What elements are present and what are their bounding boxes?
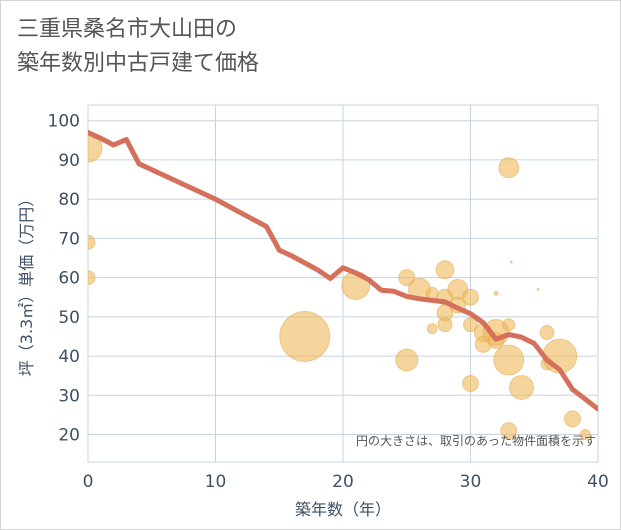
- bubble-point: [579, 429, 591, 441]
- y-tick-label: 100: [48, 112, 80, 132]
- average-price-line: [88, 130, 598, 412]
- x-tick-label: 0: [83, 472, 94, 492]
- bubble-point: [539, 325, 555, 341]
- y-tick-label: 50: [58, 308, 80, 328]
- chart-title-line-1: 三重県桑名市大山田の: [17, 17, 238, 42]
- bubble-point: [564, 410, 581, 428]
- bubble-point: [462, 375, 479, 393]
- y-tick-label: 40: [58, 347, 80, 367]
- bubble-point: [395, 348, 419, 372]
- y-tick-label: 30: [58, 386, 80, 406]
- bubble-point: [500, 422, 518, 440]
- size-legend-note: 円の大きさは、取引のあった物件面積を示す: [356, 433, 596, 448]
- bubble-point: [536, 287, 540, 291]
- bubble-point: [437, 317, 453, 333]
- x-axis-title: 築年数（年）: [295, 500, 391, 519]
- y-axis-title: 坪（3.3㎡）単価（万円）: [17, 191, 36, 376]
- x-tick-labels: 0 10 20 30 40: [83, 472, 609, 492]
- bubble-point: [88, 234, 96, 250]
- bubble-point: [498, 157, 520, 179]
- bubble-point: [426, 323, 438, 335]
- y-tick-label: 20: [58, 426, 80, 446]
- bubble-point: [462, 288, 479, 306]
- y-tick-labels: 20 30 40 50 60 70 80 90 100: [48, 112, 80, 446]
- bubble-point: [435, 260, 455, 280]
- x-tick-label: 40: [587, 472, 609, 492]
- y-tick-label: 70: [58, 229, 80, 249]
- bubble-point: [463, 317, 478, 333]
- y-tick-label: 80: [58, 190, 80, 210]
- bubble-point: [279, 310, 331, 362]
- x-tick-label: 20: [332, 472, 354, 492]
- y-tick-label: 60: [58, 269, 80, 289]
- bubble-point: [509, 374, 534, 400]
- chart-title-line-2: 築年数別中古戸建て価格: [17, 51, 260, 76]
- x-tick-label: 10: [205, 472, 227, 492]
- y-tick-label: 90: [58, 151, 80, 171]
- bubble-point: [502, 318, 516, 332]
- bubble-point: [493, 344, 525, 376]
- line-series-group: [88, 130, 598, 412]
- x-tick-label: 30: [460, 472, 482, 492]
- bubble-point: [88, 133, 103, 163]
- bubble-point: [88, 270, 96, 286]
- bubble-point: [398, 269, 416, 287]
- bubble-point: [493, 290, 499, 296]
- bubble-point: [509, 260, 513, 264]
- chart-title: 三重県桑名市大山田の 築年数別中古戸建て価格: [17, 13, 259, 81]
